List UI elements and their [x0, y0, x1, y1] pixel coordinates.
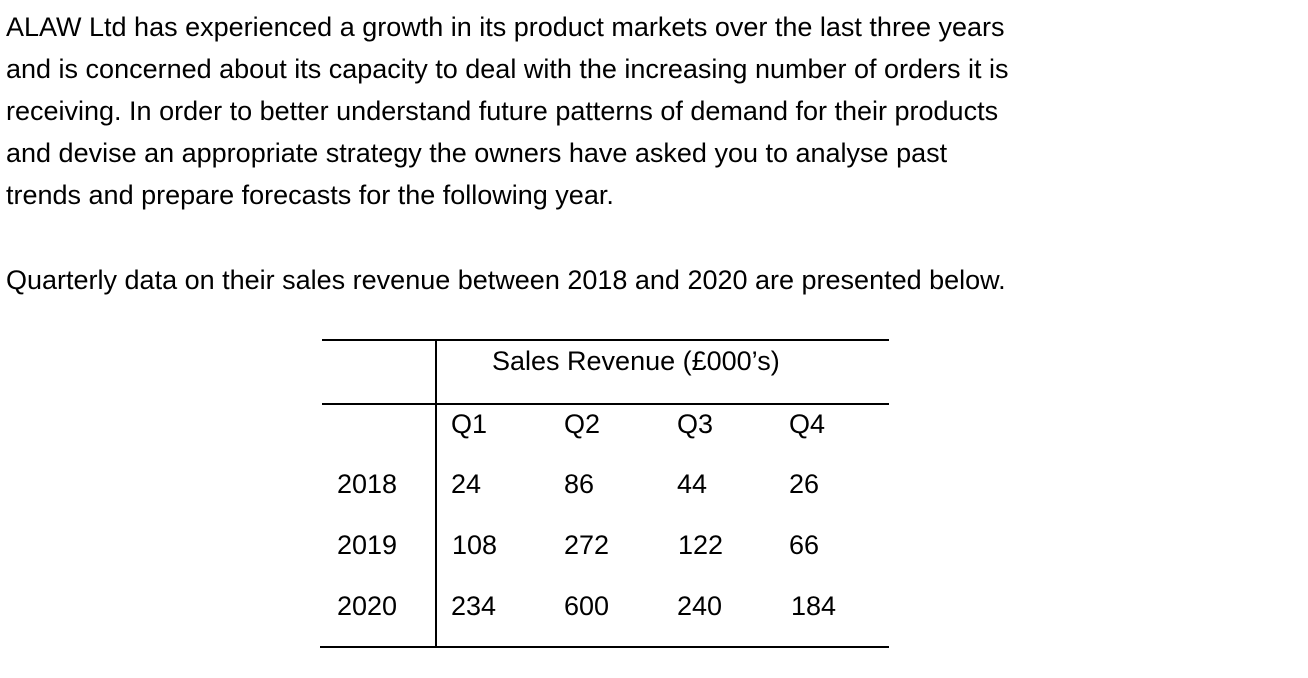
row-year: 2019 — [337, 530, 398, 560]
intro-line: ALAW Ltd has experienced a growth in its… — [6, 12, 1005, 42]
table-top-rule — [322, 339, 889, 341]
table-cell: 66 — [789, 530, 820, 560]
column-header-q3: Q3 — [677, 409, 714, 439]
table-bottom-rule — [320, 646, 889, 648]
table-cell: 240 — [677, 591, 723, 621]
column-header-q1: Q1 — [451, 409, 488, 439]
row-year: 2020 — [337, 591, 398, 621]
table-header-rule — [322, 403, 889, 405]
table-cell: 24 — [451, 469, 482, 499]
column-header-q4: Q4 — [789, 409, 826, 439]
column-header-q2: Q2 — [564, 409, 601, 439]
table-cell: 108 — [452, 530, 498, 560]
table-cell: 86 — [564, 469, 595, 499]
intro-line: trends and prepare forecasts for the fol… — [6, 180, 614, 210]
intro-paragraph: ALAW Ltd has experienced a growth in its… — [6, 6, 1296, 216]
row-year: 2018 — [337, 469, 398, 499]
intro-line: receiving. In order to better understand… — [6, 96, 999, 126]
table-cell: 122 — [678, 530, 724, 560]
table-cell: 26 — [789, 469, 820, 499]
table-column-divider — [435, 340, 437, 648]
table-cell: 600 — [564, 591, 610, 621]
intro-line: and is concerned about its capacity to d… — [6, 54, 1009, 84]
table-cell: 184 — [791, 591, 837, 621]
intro-line: and devise an appropriate strategy the o… — [6, 138, 948, 168]
table-cell: 234 — [451, 591, 497, 621]
table-title: Sales Revenue (£000’s) — [492, 346, 780, 376]
table-cell: 44 — [677, 469, 708, 499]
table-cell: 272 — [564, 530, 610, 560]
lead-in-paragraph: Quarterly data on their sales revenue be… — [6, 265, 1006, 295]
